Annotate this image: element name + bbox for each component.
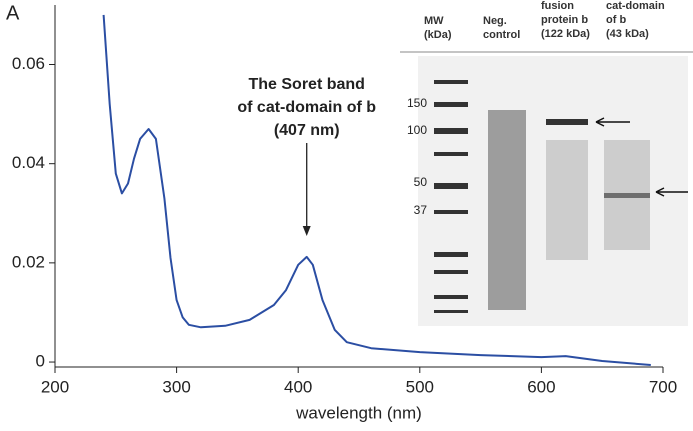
lane-label: fusion (541, 0, 574, 12)
ladder-label: 50 (414, 175, 428, 189)
ladder-label: 37 (414, 203, 428, 217)
y-tick-label: 0 (36, 352, 45, 371)
annotation: The Soret band (248, 76, 364, 93)
y-tick-label: 0.04 (12, 153, 45, 172)
x-tick-label: 300 (162, 377, 190, 396)
lane-label: control (483, 29, 520, 41)
lane-label: protein b (541, 14, 588, 26)
x-tick-label: 200 (41, 377, 69, 396)
x-axis-label: wavelength (nm) (295, 403, 422, 422)
lane-label: (kDa) (424, 29, 452, 41)
y-tick-label: 0.02 (12, 252, 45, 271)
ladder-label: 150 (407, 96, 427, 110)
lane-label: MW (424, 15, 444, 27)
lane-label: (122 kDa) (541, 28, 590, 40)
ladder-label: 100 (407, 123, 427, 137)
lane-label: of b (606, 14, 626, 26)
lane-label: Neg. (483, 15, 507, 27)
x-tick-label: 700 (649, 377, 677, 396)
panel-label: A (6, 2, 20, 24)
annotation: (407 nm) (274, 122, 340, 139)
spectrum-line (102, 14, 651, 366)
annotation: of cat-domain of b (237, 99, 376, 116)
x-tick-label: 400 (284, 377, 312, 396)
x-tick-label: 500 (406, 377, 434, 396)
annotation-arrowhead (302, 226, 311, 236)
x-tick-label: 600 (527, 377, 555, 396)
gel-inset: MW (kDa) Neg. control fusion protein b (122 kD… (400, 0, 693, 326)
lane-label: cat-domain (606, 0, 665, 12)
y-tick-label: 0.06 (12, 54, 45, 73)
lane-label: (43 kDa) (606, 28, 649, 40)
